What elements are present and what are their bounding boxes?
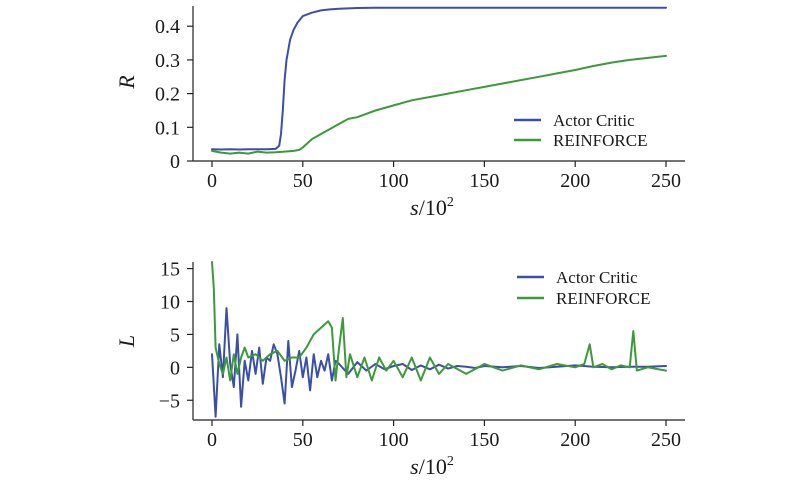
loss-legend: Actor Critic REINFORCE — [517, 268, 650, 308]
loss-x-tick-label: 150 — [469, 429, 499, 451]
loss-series — [211, 261, 667, 418]
reward-chart: 0 50 100 150 200 250 0 0.1 0.2 0.3 0.4 R s/102 Act… — [114, 6, 685, 220]
reward-x-tick-label: 250 — [651, 170, 681, 192]
reward-plot-area: 0 50 100 150 200 250 0 0.1 0.2 0.3 0.4 — [155, 6, 685, 192]
reward-series-actor-critic-line — [211, 6, 667, 151]
loss-x-tick-label: 200 — [560, 429, 590, 451]
reward-x-tick-label: 200 — [560, 170, 590, 192]
loss-chart: 0 50 100 150 200 250 −5 0 5 10 15 L s/102 Actor Cr… — [114, 259, 685, 479]
loss-y-tick-label: 0 — [170, 357, 180, 379]
loss-x-tick-label: 250 — [651, 429, 681, 451]
loss-series-actor-critic-line — [211, 307, 667, 418]
loss-y-tick-label: 5 — [170, 324, 180, 346]
loss-y-tick-label: 10 — [160, 292, 180, 314]
reward-x-axis-unit: /10 — [419, 195, 447, 220]
loss-x-axis-exponent: 2 — [447, 454, 454, 469]
reward-legend: Actor Critic REINFORCE — [514, 111, 647, 150]
loss-x-axis-var: s — [410, 454, 419, 479]
reward-legend-label-actor-critic: Actor Critic — [553, 111, 635, 130]
loss-y-tick-label: 15 — [160, 259, 180, 281]
reward-ticks: 0 50 100 150 200 250 0 0.1 0.2 0.3 0.4 — [155, 16, 681, 192]
reward-x-tick-label: 100 — [379, 170, 409, 192]
loss-y-tick-label: −5 — [159, 390, 180, 412]
reward-x-axis-exponent: 2 — [447, 195, 454, 210]
loss-legend-label-reinforce: REINFORCE — [556, 289, 650, 308]
reward-x-axis-label: s/102 — [410, 195, 454, 220]
reward-y-tick-label: 0 — [170, 151, 180, 173]
reward-x-axis-var: s — [410, 195, 419, 220]
loss-x-tick-label: 100 — [379, 429, 409, 451]
reward-y-tick-label: 0.2 — [155, 84, 180, 106]
reward-series-reinforce-line — [211, 54, 667, 155]
loss-x-axis-label: s/102 — [410, 454, 454, 479]
reward-y-tick-label: 0.4 — [155, 16, 180, 38]
loss-legend-label-actor-critic: Actor Critic — [556, 268, 638, 287]
loss-x-tick-label: 50 — [293, 429, 313, 451]
reward-legend-label-reinforce: REINFORCE — [553, 131, 647, 150]
loss-series-reinforce-line — [211, 261, 667, 382]
reward-y-tick-label: 0.1 — [155, 117, 180, 139]
loss-x-axis-unit: /10 — [419, 454, 447, 479]
loss-ticks: 0 50 100 150 200 250 −5 0 5 10 15 — [159, 259, 681, 451]
reward-x-tick-label: 150 — [469, 170, 499, 192]
loss-plot-area: 0 50 100 150 200 250 −5 0 5 10 15 — [159, 259, 685, 451]
reward-x-tick-label: 0 — [207, 170, 217, 192]
reward-x-tick-label: 50 — [293, 170, 313, 192]
reward-y-axis-label: R — [114, 75, 139, 90]
reward-y-tick-label: 0.3 — [155, 50, 180, 72]
loss-x-tick-label: 0 — [207, 429, 217, 451]
reward-series — [211, 6, 667, 155]
loss-y-axis-label: L — [114, 335, 139, 348]
